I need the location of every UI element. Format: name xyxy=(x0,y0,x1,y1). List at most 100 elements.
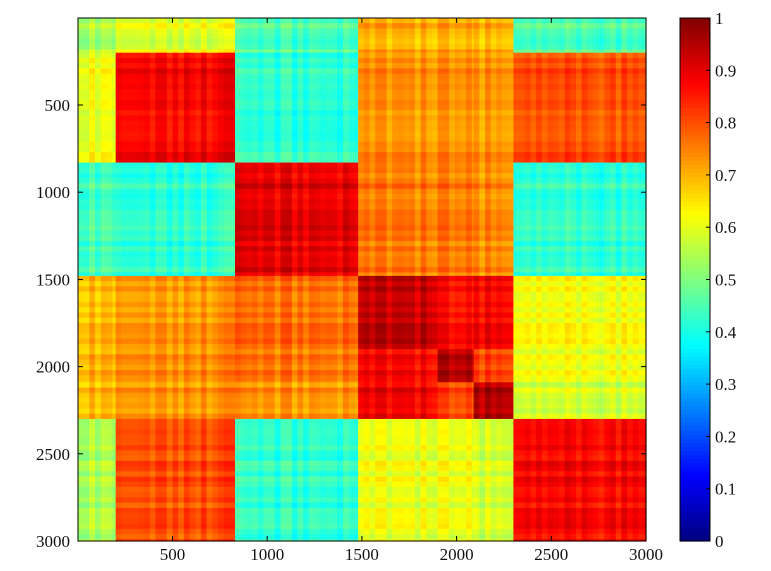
heatmap-cell xyxy=(547,28,554,35)
heatmap-cell xyxy=(409,33,416,40)
heatmap-cell xyxy=(553,73,560,80)
heatmap-cell xyxy=(592,209,600,216)
heatmap-cell xyxy=(610,136,617,143)
heatmap-cell xyxy=(473,38,480,45)
heatmap-cell xyxy=(132,94,140,101)
heatmap-cell xyxy=(502,251,509,258)
heatmap-cell xyxy=(115,44,122,50)
heatmap-cell xyxy=(286,146,293,153)
heatmap-cell xyxy=(269,23,276,30)
heatmap-cell xyxy=(320,157,327,164)
heatmap-cell xyxy=(115,199,122,206)
heatmap-cell xyxy=(89,173,96,179)
heatmap-cell xyxy=(95,251,102,258)
heatmap-cell xyxy=(269,178,276,185)
heatmap-cell xyxy=(564,99,571,106)
heatmap-cell xyxy=(638,89,645,96)
heatmap-cell xyxy=(386,188,393,195)
heatmap-cell xyxy=(403,183,410,190)
heatmap-cell xyxy=(473,49,480,54)
heatmap-cell xyxy=(363,220,371,226)
heatmap-cell xyxy=(485,125,492,132)
heatmap-cell xyxy=(189,214,196,221)
heatmap-cell xyxy=(252,125,259,132)
heatmap-cell xyxy=(106,78,113,85)
heatmap-cell xyxy=(558,94,566,101)
heatmap-cell xyxy=(414,167,422,174)
heatmap-cell xyxy=(363,173,371,179)
heatmap-cell xyxy=(115,78,122,85)
heatmap-cell xyxy=(269,256,276,263)
heatmap-cell xyxy=(269,38,276,45)
heatmap-cell xyxy=(632,110,640,117)
heatmap-cell xyxy=(178,105,185,111)
heatmap-cell xyxy=(490,115,497,122)
heatmap-cell xyxy=(632,33,640,40)
heatmap-cell xyxy=(172,173,179,179)
heatmap-cell xyxy=(564,193,571,200)
heatmap-cell xyxy=(553,63,560,69)
heatmap-cell xyxy=(314,267,321,274)
heatmap-cell xyxy=(348,73,355,80)
heatmap-cell xyxy=(100,183,108,190)
heatmap-cell xyxy=(303,146,310,153)
heatmap-cell xyxy=(240,214,247,221)
heatmap-cell xyxy=(536,162,543,169)
heatmap-cell xyxy=(83,73,90,80)
heatmap-cell xyxy=(252,146,259,153)
heatmap-cell xyxy=(638,28,645,35)
heatmap-cell xyxy=(89,261,96,268)
heatmap-cell xyxy=(587,251,594,258)
heatmap-cell xyxy=(460,183,467,190)
heatmap-cell xyxy=(78,193,85,200)
heatmap-cell xyxy=(564,63,571,69)
heatmap-cell xyxy=(530,235,537,242)
heatmap-cell xyxy=(229,23,236,30)
heatmap-cell xyxy=(570,44,577,50)
heatmap-cell xyxy=(200,241,208,247)
heatmap-cell xyxy=(431,199,439,206)
heatmap-cell xyxy=(592,28,600,35)
heatmap-cell xyxy=(144,214,151,221)
heatmap-cell xyxy=(431,120,439,127)
heatmap-cell xyxy=(507,136,515,143)
heatmap-cell xyxy=(348,173,355,179)
heatmap-cell xyxy=(409,146,416,153)
heatmap-cell xyxy=(183,209,191,216)
heatmap-cell xyxy=(496,110,503,117)
heatmap-cell xyxy=(354,78,359,85)
heatmap-cell xyxy=(149,188,157,195)
heatmap-cell xyxy=(380,120,388,127)
heatmap-cell xyxy=(587,89,594,96)
heatmap-cell xyxy=(437,214,444,221)
heatmap-cell xyxy=(115,220,122,226)
heatmap-cell xyxy=(342,241,350,247)
heatmap-cell xyxy=(581,23,588,30)
heatmap-cell xyxy=(263,209,270,216)
heatmap-cell xyxy=(149,110,157,117)
heatmap-cell xyxy=(252,78,259,85)
heatmap-cell xyxy=(632,38,640,45)
heatmap-cell xyxy=(507,125,515,132)
heatmap-cell xyxy=(471,209,475,216)
heatmap-cell xyxy=(575,220,583,226)
heatmap-cell xyxy=(121,230,128,237)
heatmap-cell xyxy=(638,152,645,158)
heatmap-cell xyxy=(496,28,503,35)
heatmap-cell xyxy=(443,241,450,247)
heatmap-cell xyxy=(200,193,208,200)
heatmap-cell xyxy=(112,162,117,169)
heatmap-cell xyxy=(420,23,427,30)
heatmap-cell xyxy=(331,261,338,268)
heatmap-cell xyxy=(200,52,208,59)
heatmap-cell xyxy=(78,162,85,169)
heatmap-cell xyxy=(644,23,647,30)
heatmap-cell xyxy=(89,267,96,274)
heatmap-cell xyxy=(183,99,191,106)
heatmap-cell xyxy=(286,23,293,30)
heatmap-cell xyxy=(507,183,515,190)
heatmap-cell xyxy=(263,199,270,206)
heatmap-cell xyxy=(490,251,497,258)
heatmap-cell xyxy=(269,209,276,216)
heatmap-cell xyxy=(246,251,253,258)
